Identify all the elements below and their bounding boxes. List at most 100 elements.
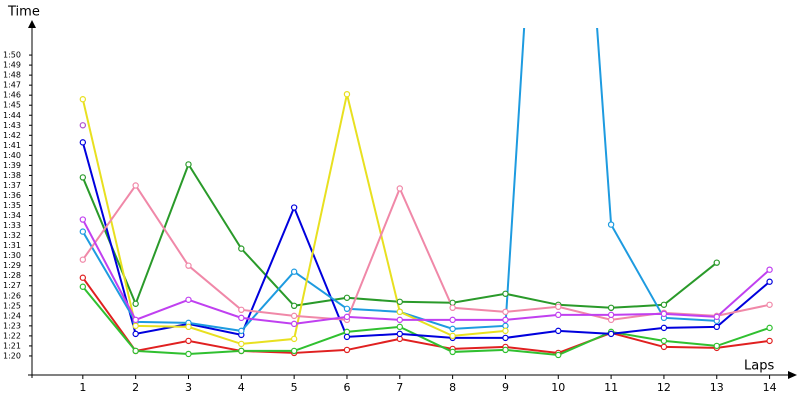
data-point <box>449 332 456 340</box>
data-point <box>290 320 298 328</box>
data-point <box>290 312 298 320</box>
data-point <box>185 161 192 168</box>
y-tick-label: 1:26 <box>3 291 21 300</box>
y-tick-label: 1:40 <box>3 151 21 160</box>
y-tick-label: 1:42 <box>3 131 21 140</box>
y-tick-label: 1:24 <box>3 311 21 320</box>
data-point <box>79 122 87 129</box>
data-point <box>79 228 87 235</box>
data-point <box>660 337 668 345</box>
data-point <box>290 347 298 355</box>
x-tick-label: 4 <box>238 381 245 394</box>
data-point <box>766 266 773 273</box>
y-tick-label: 1:35 <box>3 201 21 210</box>
y-tick-label: 1:23 <box>3 321 21 330</box>
data-point <box>713 313 720 321</box>
data-point <box>449 316 456 324</box>
data-point <box>238 347 245 355</box>
data-point <box>660 301 668 308</box>
y-tick-label: 1:36 <box>3 191 21 200</box>
data-point <box>238 340 245 348</box>
plot-area <box>79 28 773 359</box>
data-point <box>79 274 87 281</box>
y-tick-label: 1:29 <box>3 261 21 270</box>
data-point <box>502 327 509 335</box>
y-tick-label: 1:32 <box>3 231 21 240</box>
data-point <box>79 139 87 146</box>
data-point <box>132 300 139 307</box>
y-tick-label: 1:28 <box>3 271 21 280</box>
data-point <box>713 323 720 331</box>
data-point <box>132 330 139 338</box>
x-tick-label: 10 <box>551 381 565 394</box>
data-point <box>185 296 192 303</box>
data-point <box>79 283 87 290</box>
x-tick-label: 8 <box>449 381 456 394</box>
y-axis-arrow <box>28 20 36 28</box>
data-point <box>607 304 615 312</box>
y-tick-label: 1:48 <box>3 71 21 80</box>
x-tick-label: 2 <box>132 381 139 394</box>
data-point <box>660 310 668 318</box>
y-tick-label: 1:37 <box>3 181 21 190</box>
y-tick-label: 1:38 <box>3 171 21 180</box>
data-point <box>607 311 615 319</box>
y-tick-label: 1:20 <box>3 351 21 360</box>
data-point <box>132 347 139 355</box>
x-tick-label: 3 <box>185 381 192 394</box>
data-point <box>343 294 351 301</box>
data-point <box>502 346 509 354</box>
data-point <box>79 256 87 263</box>
data-point <box>343 346 351 354</box>
data-point <box>502 334 509 342</box>
y-tick-label: 1:31 <box>3 241 21 250</box>
data-point <box>449 348 456 356</box>
y-tick-label: 1:49 <box>3 61 21 70</box>
data-point <box>766 337 773 345</box>
y-tick-label: 1:33 <box>3 221 21 230</box>
data-point <box>343 305 351 313</box>
data-point <box>555 311 562 319</box>
data-point <box>502 308 509 316</box>
x-tick-label: 12 <box>657 381 671 394</box>
data-point <box>713 259 720 266</box>
y-tick-label: 1:21 <box>3 341 21 350</box>
data-point <box>185 323 192 331</box>
x-tick-label: 6 <box>343 381 350 394</box>
x-tick-label: 1 <box>79 381 86 394</box>
x-tick-label: 7 <box>396 381 403 394</box>
data-point <box>79 96 87 103</box>
y-tick-label: 1:39 <box>3 161 21 170</box>
data-point <box>185 262 192 269</box>
y-axis-label: Time <box>7 5 40 20</box>
data-point <box>555 303 562 311</box>
x-tick-label: 11 <box>604 381 618 394</box>
x-axis-arrow <box>788 371 797 379</box>
data-point <box>396 298 403 305</box>
y-tick-label: 1:44 <box>3 111 21 120</box>
data-point <box>660 324 668 332</box>
data-point <box>502 316 509 324</box>
y-tick-label: 1:22 <box>3 331 21 340</box>
data-point <box>79 216 87 223</box>
data-point <box>238 306 245 314</box>
data-point <box>343 333 351 341</box>
y-tick-label: 1:25 <box>3 301 21 310</box>
data-point <box>555 327 562 335</box>
y-tick-label: 1:50 <box>3 51 21 60</box>
data-point <box>555 351 562 359</box>
x-tick-label: 9 <box>502 381 509 394</box>
data-point <box>766 301 773 308</box>
x-tick-label: 13 <box>710 381 724 394</box>
data-point <box>660 343 668 351</box>
data-point <box>766 278 773 285</box>
data-point <box>607 330 615 338</box>
data-point <box>290 302 298 310</box>
data-point <box>396 316 403 324</box>
data-point <box>290 335 298 343</box>
data-point <box>396 185 403 192</box>
data-point <box>502 290 509 297</box>
series-line <box>82 286 770 356</box>
data-point <box>396 308 403 316</box>
